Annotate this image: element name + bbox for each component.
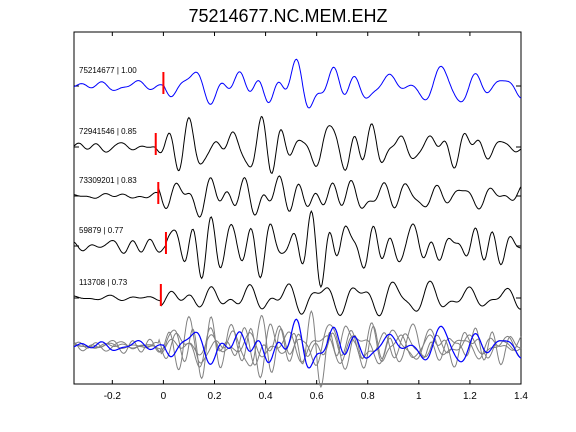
x-tick-label: 0.6 xyxy=(310,391,324,402)
plot-frame xyxy=(73,31,522,385)
trace-label: 59879 | 0.77 xyxy=(79,226,124,235)
overlay-master-waveform xyxy=(73,318,522,369)
x-tick-label: 1.4 xyxy=(514,391,528,402)
trace-waveform xyxy=(73,280,522,317)
x-tick-label: -0.2 xyxy=(104,391,122,402)
trace-waveform xyxy=(73,115,522,175)
x-tick-label: 0 xyxy=(161,391,167,402)
x-tick-label: 1 xyxy=(416,391,422,402)
overlay-waveform xyxy=(73,310,522,389)
x-tick-label: 0.8 xyxy=(361,391,375,402)
trace-label: 72941546 | 0.85 xyxy=(79,127,137,136)
x-tick-label: 0.2 xyxy=(208,391,222,402)
x-tick-label: 0.4 xyxy=(259,391,273,402)
overlay-waveform xyxy=(73,328,522,365)
trace-waveform xyxy=(73,175,522,218)
chart-title: 75214677.NC.MEM.EHZ xyxy=(188,6,388,26)
trace-waveform xyxy=(73,210,522,289)
trace-label: 73309201 | 0.83 xyxy=(79,176,137,185)
trace-label: 75214677 | 1.00 xyxy=(79,66,137,75)
x-tick-label: 1.2 xyxy=(463,391,477,402)
trace-label: 113708 | 0.73 xyxy=(79,278,128,287)
trace-waveform xyxy=(73,58,522,109)
